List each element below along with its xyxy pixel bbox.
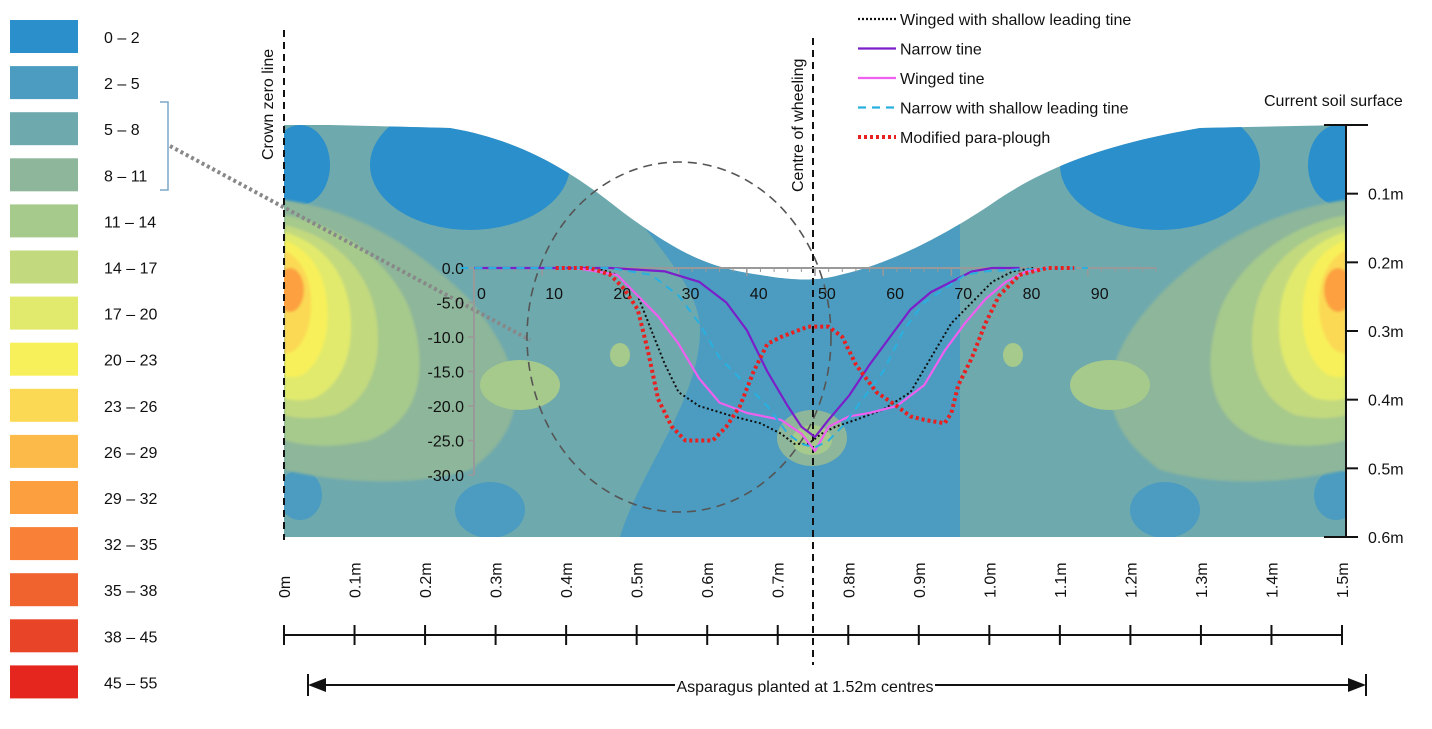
legend-label: 17 – 20 xyxy=(104,307,157,324)
inset-x-tick-label: 90 xyxy=(1091,286,1109,303)
legend-label: 11 – 14 xyxy=(104,214,156,231)
inset-series-line xyxy=(555,267,1034,445)
horizontal-axis-tick-label: 1.5m xyxy=(1335,562,1352,598)
legend-swatch xyxy=(10,296,78,330)
horizontal-axis-tick-label: 0.1m xyxy=(348,562,365,598)
current-soil-surface-label: Current soil surface xyxy=(1264,93,1403,110)
inset-series-line xyxy=(460,267,1088,449)
inset-y-tick-label: -10.0 xyxy=(428,330,465,347)
legend-swatch xyxy=(10,204,78,238)
inset-series-line xyxy=(474,266,1020,439)
depth-axis-tick-label: 0.2m xyxy=(1368,255,1404,272)
inset-y-tick-label: -15.0 xyxy=(428,365,465,382)
inset-x-tick-label: 80 xyxy=(1023,286,1041,303)
legend-label: 35 – 38 xyxy=(104,583,157,600)
horizontal-axis-tick-label: 0.4m xyxy=(559,562,576,598)
inset-x-tick-label: 50 xyxy=(818,286,836,303)
horizontal-axis-tick-label: 1.4m xyxy=(1264,562,1281,598)
inset-x-tick-label: 40 xyxy=(750,286,768,303)
horizontal-axis-tick-label: 0m xyxy=(277,576,294,598)
legend-label: 38 – 45 xyxy=(104,629,157,646)
horizontal-axis-tick-label: 0.3m xyxy=(489,562,506,598)
legend-swatch xyxy=(10,66,78,100)
legend-swatch xyxy=(10,20,78,53)
inset-y-tick-label: -20.0 xyxy=(428,399,465,416)
inset-series-line xyxy=(555,266,1075,443)
inset-y-tick-label: -30.0 xyxy=(428,468,465,485)
spacing-note: Asparagus planted at 1.52m centres xyxy=(676,679,933,696)
legend-label: 32 – 35 xyxy=(104,537,157,554)
horizontal-axis-tick-label: 0.9m xyxy=(912,562,929,598)
inset-x-tick-label: 70 xyxy=(954,286,972,303)
highlight-circle xyxy=(526,161,832,513)
series-legend-label: Narrow with shallow leading tine xyxy=(900,101,1129,118)
inset-x-tick-label: 10 xyxy=(545,286,563,303)
horizontal-axis-tick-label: 1.0m xyxy=(982,562,999,598)
legend-label: 8 – 11 xyxy=(104,168,147,185)
depth-axis-tick-label: 0.5m xyxy=(1368,461,1404,478)
legend-label: 14 – 17 xyxy=(104,261,157,278)
legend-label: 45 – 55 xyxy=(104,675,157,692)
horizontal-axis-tick-label: 1.2m xyxy=(1123,562,1140,598)
inset-x-tick-label: 0 xyxy=(477,286,486,303)
horizontal-axis-tick-label: 0.6m xyxy=(700,562,717,598)
crown-zero-line-label: Crown zero line xyxy=(260,49,277,160)
inset-y-tick-label: 0.0 xyxy=(442,261,464,278)
legend-swatch xyxy=(10,573,78,607)
legend-label: 29 – 32 xyxy=(104,491,157,508)
legend-swatch xyxy=(10,342,78,376)
horizontal-axis-tick-label: 0.2m xyxy=(418,562,435,598)
horizontal-axis-tick-label: 1.3m xyxy=(1194,562,1211,598)
horizontal-axis-tick-label: 1.1m xyxy=(1053,562,1070,598)
horizontal-axis-tick-label: 0.8m xyxy=(841,562,858,598)
inset-y-tick-label: -5.0 xyxy=(436,296,464,313)
legend-pointer xyxy=(169,144,531,342)
inset-series-line xyxy=(576,266,1048,452)
depth-axis-tick-label: 0.1m xyxy=(1368,187,1404,204)
legend-swatch xyxy=(10,481,78,514)
inset-x-tick-label: 30 xyxy=(682,286,700,303)
legend-swatch xyxy=(10,434,78,468)
horizontal-axis-tick-label: 0.7m xyxy=(771,562,788,598)
legend-swatch xyxy=(10,619,78,653)
depth-axis-tick-label: 0.4m xyxy=(1368,393,1404,410)
arrow-head-left xyxy=(308,678,326,692)
arrow-head-right xyxy=(1348,678,1366,692)
series-legend-label: Modified para-plough xyxy=(900,130,1050,147)
series-legend-label: Narrow tine xyxy=(900,42,982,59)
legend-label: 0 – 2 xyxy=(104,30,140,47)
legend-label: 2 – 5 xyxy=(104,76,140,93)
horizontal-axis-tick-label: 0.5m xyxy=(630,562,647,598)
centre-of-wheeling-label: Centre of wheeling xyxy=(790,59,807,192)
depth-axis-tick-label: 0.6m xyxy=(1368,530,1404,547)
inset-x-tick-label: 60 xyxy=(886,286,904,303)
legend-label: 20 – 23 xyxy=(104,353,157,370)
legend-swatch xyxy=(10,527,78,561)
inset-x-tick-label: 20 xyxy=(613,286,631,303)
series-legend-label: Winged tine xyxy=(900,71,985,88)
legend-swatch xyxy=(10,388,78,422)
depth-axis-tick-label: 0.3m xyxy=(1368,324,1404,341)
legend-swatch xyxy=(10,112,78,146)
legend-label: 23 – 26 xyxy=(104,399,157,416)
legend-label: 26 – 29 xyxy=(104,445,157,462)
legend-label: 5 – 8 xyxy=(104,122,140,139)
inset-y-tick-label: -25.0 xyxy=(428,434,465,451)
legend-swatch xyxy=(10,250,78,284)
legend-bracket xyxy=(160,101,169,191)
legend-swatch xyxy=(10,665,78,699)
series-legend-label: Winged with shallow leading tine xyxy=(900,12,1131,29)
legend-swatch xyxy=(10,158,78,192)
